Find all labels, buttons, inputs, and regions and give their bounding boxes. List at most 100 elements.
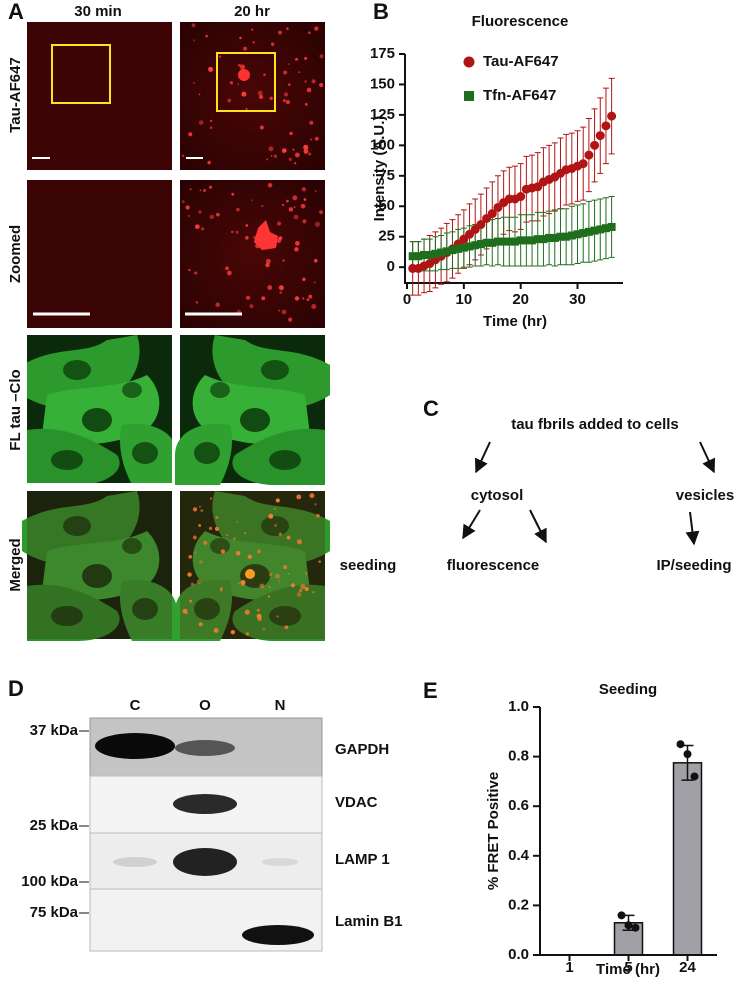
speckle <box>232 537 236 541</box>
speckle <box>298 71 301 74</box>
legend-marker <box>464 91 474 101</box>
speckle <box>236 520 239 523</box>
speckle <box>277 221 282 226</box>
speckle <box>220 587 223 590</box>
column-header: 30 min <box>74 3 122 20</box>
flow-diagram: tau fbrils added to cells cytosol vesicl… <box>340 416 735 574</box>
speckle <box>188 132 193 137</box>
speckle <box>259 583 265 589</box>
speckle <box>282 203 285 206</box>
marker <box>522 236 531 245</box>
speckle <box>203 540 208 545</box>
speckle <box>270 42 275 46</box>
speckle <box>295 57 299 61</box>
marker <box>607 111 617 121</box>
speckle <box>273 507 276 510</box>
speckles <box>181 23 324 165</box>
speckle <box>285 100 290 105</box>
speckle <box>279 291 283 294</box>
legend-label: Tau-AF647 <box>483 53 559 70</box>
marker <box>511 237 519 246</box>
speckle <box>195 301 199 304</box>
speckle <box>199 505 201 508</box>
speckle <box>262 627 266 631</box>
speckle <box>309 493 315 499</box>
marker <box>601 224 610 233</box>
speckle <box>283 92 289 97</box>
speckle <box>199 560 203 564</box>
speckle <box>188 555 193 559</box>
marker <box>567 231 576 240</box>
micrograph <box>175 335 330 485</box>
y-tick-label: 125 <box>370 106 395 123</box>
speckle <box>292 195 298 201</box>
speckle <box>274 573 280 579</box>
speckle <box>313 281 316 284</box>
chart-title: Fluorescence <box>472 13 569 30</box>
speckle <box>293 206 296 209</box>
y-tick-label: 0.4 <box>508 847 530 864</box>
marker <box>562 232 571 241</box>
legend-marker <box>463 56 475 68</box>
speckle <box>235 551 241 556</box>
band <box>175 740 235 756</box>
speckle <box>265 258 271 264</box>
arrow <box>685 511 700 546</box>
speckle <box>259 125 264 130</box>
speckle <box>303 149 309 154</box>
speckle <box>220 549 226 554</box>
speckle <box>278 285 283 290</box>
speckle <box>209 214 215 220</box>
marker <box>431 249 440 258</box>
marker <box>516 236 525 245</box>
arrow <box>699 441 716 474</box>
speckle <box>304 587 309 592</box>
speckle <box>218 55 222 58</box>
panel-letter: A <box>8 0 24 24</box>
speckle <box>311 79 316 84</box>
speckle <box>314 26 319 31</box>
panel-letter: C <box>423 396 439 421</box>
marker <box>499 237 508 246</box>
marker-label: 75 kDa <box>30 904 79 921</box>
speckle <box>268 146 274 152</box>
marker <box>596 225 605 234</box>
marker <box>584 227 593 236</box>
x-axis-label: Time (hr) <box>483 313 547 330</box>
speckle <box>195 224 200 230</box>
speckle <box>314 136 319 141</box>
speckle <box>304 102 308 106</box>
chart-seeding: Seeding Time (hr) % FRET Positive 0.0 0.2 0.4… <box>485 681 717 978</box>
y-tick-label: 25 <box>378 228 395 245</box>
speckle <box>230 630 235 635</box>
speckle <box>261 296 266 301</box>
marker <box>408 252 417 261</box>
y-tick-label: 50 <box>378 197 395 214</box>
marker <box>550 233 559 242</box>
x-tick-label: 30 <box>569 291 586 308</box>
speckle <box>319 54 324 59</box>
speckle <box>209 497 213 500</box>
speckle <box>318 560 321 563</box>
axis <box>404 54 623 284</box>
row-label: Tau-AF647 <box>7 57 24 133</box>
speckle <box>215 212 220 217</box>
speckle <box>207 160 211 165</box>
speckle <box>294 247 299 252</box>
speckle <box>249 304 254 309</box>
speckle <box>276 615 279 618</box>
speckle <box>314 503 317 506</box>
speckle <box>215 302 220 308</box>
marker <box>459 243 468 252</box>
speckle <box>191 23 196 28</box>
y-tick-label: 0.2 <box>508 896 529 913</box>
marker <box>493 237 502 246</box>
micrograph <box>22 335 177 485</box>
speckle <box>250 199 253 202</box>
speckle <box>288 317 293 322</box>
speckle <box>251 28 254 31</box>
speckle <box>196 579 202 584</box>
speckle <box>283 70 288 75</box>
speckle <box>245 632 250 636</box>
speckle <box>287 572 290 575</box>
